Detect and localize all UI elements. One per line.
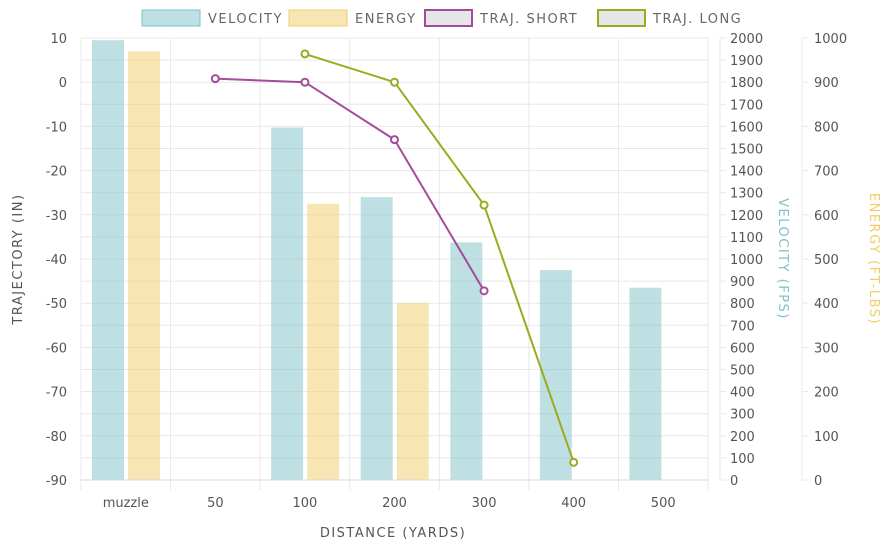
trajectory-tick-label: -60 [46,341,67,356]
velocity-tick-label: 1300 [730,187,763,202]
legend-item-velocity[interactable]: VELOCITY [141,9,283,27]
velocity-tick-label: 300 [730,408,755,423]
bars [92,40,662,481]
x-tick-label: 300 [472,496,497,511]
velocity-tick-label: 1600 [730,120,763,135]
energy-tick-label: 400 [814,297,839,312]
velocity-bar [539,270,572,480]
velocity-tick-label: 200 [730,430,755,445]
velocity-tick-label: 600 [730,341,755,356]
energy-tick-label: 1000 [814,32,847,47]
legend-swatch [141,9,201,27]
trajectory-tick-label: -50 [46,297,67,312]
traj-long-point [300,49,310,59]
legend-label: ENERGY [355,12,417,27]
legend-label: TRAJ. SHORT [479,12,578,27]
legend-label: VELOCITY [208,12,283,27]
velocity-tick-label: 0 [730,474,738,489]
energy-tick-label: 0 [814,474,822,489]
energy-tick-label: 900 [814,76,839,91]
velocity-tick-label: 1000 [730,253,763,268]
trajectory-tick-label: -90 [46,474,67,489]
x-tick-label: 50 [207,496,224,511]
traj-long-point [479,200,489,210]
velocity-tick-label: 1500 [730,143,763,158]
legend-item-energy[interactable]: ENERGY [288,9,417,27]
traj-long-line [304,52,575,463]
energy-tick-label: 200 [814,386,839,401]
legend-item-traj-short[interactable]: TRAJ. SHORT [424,9,578,27]
trajectory-tick-label: -80 [46,430,67,445]
x-tick-label: 500 [651,496,676,511]
axes: muzzle 50 100 200 300 400 500100-10-20-30-40-5… [46,32,847,511]
x-tick-label: muzzle [103,496,149,511]
velocity-tick-label: 100 [730,452,755,467]
velocity-tick-label: 500 [730,364,755,379]
legend: VELOCITY ENERGY TRAJ. SHORT TRAJ. LONG [141,9,742,27]
velocity-tick-label: 1400 [730,165,763,180]
traj-long-point [569,457,579,467]
energy-tick-label: 300 [814,341,839,356]
traj-short-point [479,286,489,296]
velocity-bar [92,40,124,481]
x-tick-label: 100 [293,496,318,511]
x-tick-label: 400 [561,496,586,511]
legend-swatch [597,9,646,27]
velocity-tick-label: 1200 [730,209,763,224]
energy-axis-title: ENERGY (FT-LBS) [866,193,881,325]
legend-label: TRAJ. LONG [652,12,742,27]
trajectory-tick-label: -20 [46,165,67,180]
energy-tick-label: 500 [814,253,839,268]
energy-tick-label: 700 [814,165,839,180]
lines [210,49,579,467]
grid [80,37,709,490]
trajectory-tick-label: 0 [59,76,67,91]
velocity-tick-label: 900 [730,275,755,290]
trajectory-tick-label: -40 [46,253,67,268]
energy-bar [307,203,340,480]
velocity-tick-label: 1800 [730,76,763,91]
energy-bar [396,303,429,480]
legend-item-traj-long[interactable]: TRAJ. LONG [597,9,742,27]
velocity-bar [360,197,393,480]
velocity-bar [271,127,304,480]
trajectory-tick-label: -10 [46,120,67,135]
velocity-axis-title: VELOCITY (FPS) [775,198,790,320]
trajectory-tick-label: 10 [50,32,67,47]
velocity-bar [629,287,662,480]
trajectory-axis-title: TRAJECTORY (IN) [11,193,26,325]
legend-swatch [424,9,473,27]
velocity-tick-label: 1900 [730,54,763,69]
traj-short-line [215,77,485,292]
velocity-tick-label: 1700 [730,98,763,113]
energy-tick-label: 600 [814,209,839,224]
energy-tick-label: 100 [814,430,839,445]
velocity-tick-label: 1100 [730,231,763,246]
velocity-tick-label: 2000 [730,32,763,47]
traj-short-point [300,77,310,87]
trajectory-tick-label: -70 [46,386,67,401]
traj-short-point [210,74,220,84]
traj-long-point [390,77,399,87]
velocity-tick-label: 400 [730,386,755,401]
velocity-tick-label: 700 [730,319,755,334]
x-axis-title: DISTANCE (YARDS) [320,526,466,541]
energy-tick-label: 800 [814,120,839,135]
x-tick-label: 200 [382,496,407,511]
velocity-bar [450,242,483,480]
legend-swatch [288,9,348,27]
traj-short-point [390,135,399,145]
trajectory-tick-label: -30 [46,209,67,224]
energy-bar [128,51,160,480]
velocity-tick-label: 800 [730,297,755,312]
